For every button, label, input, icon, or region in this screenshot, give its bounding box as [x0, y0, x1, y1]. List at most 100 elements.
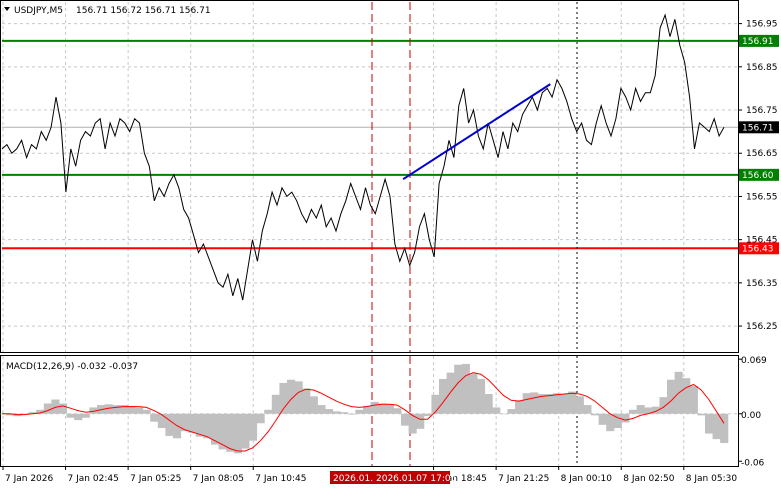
time-tick-label: 8 Jan 02:50: [623, 474, 675, 484]
current-price-tag: [739, 121, 779, 134]
macd-bar: [302, 388, 311, 414]
marker-time-label: 2026.01.07 17:05: [376, 474, 456, 484]
level-tag-label: 156.43: [742, 244, 774, 254]
time-tick-label: 8 Jan 05:30: [686, 474, 738, 484]
macd-bar: [241, 413, 250, 449]
macd-indicator-title: MACD(12,26,9) -0.032 -0.037: [6, 362, 138, 372]
macd-bar: [401, 413, 410, 426]
macd-bar: [157, 413, 166, 429]
level-tag: [739, 168, 779, 181]
macd-bar: [271, 394, 280, 414]
macd-bar: [104, 404, 113, 414]
macd-bar: [363, 405, 372, 414]
macd-bar: [705, 413, 714, 434]
price-tick-label: 156.55: [746, 192, 778, 202]
macd-bar: [347, 413, 356, 415]
trend-line[interactable]: [402, 83, 551, 181]
macd-bar: [5, 413, 14, 416]
macd-histogram: [0, 363, 729, 454]
macd-bar: [294, 381, 303, 414]
macd-bar: [446, 372, 455, 414]
price-axis: 156.95156.85156.75156.65156.55156.45156.…: [738, 20, 778, 332]
price-tick-label: 156.75: [746, 106, 778, 116]
macd-bar: [28, 412, 37, 414]
macd-bar: [522, 393, 531, 414]
macd-bar: [651, 406, 660, 414]
macd-bar: [36, 409, 45, 414]
macd-signal-series: [2, 372, 725, 452]
macd-bar: [370, 401, 379, 414]
macd-bar: [431, 394, 440, 414]
time-axis: 7 Jan 2026 7 Jan 02:45 7 Jan 05:25 7 Jan 08…: [2, 466, 738, 484]
macd-bar: [89, 407, 98, 414]
price-tick-label: 156.35: [746, 279, 778, 289]
time-tick-label: 8 Jan 00:10: [561, 474, 613, 484]
macd-bar: [51, 399, 60, 414]
dropdown-arrow-icon[interactable]: [4, 7, 10, 11]
price-tick-label: 156.65: [746, 149, 778, 159]
price-tick-label: 156.45: [746, 236, 778, 246]
macd-bar: [553, 393, 562, 414]
macd-bar: [279, 382, 288, 414]
macd-bar: [644, 407, 653, 414]
macd-bar: [355, 409, 364, 414]
macd-bar: [385, 404, 394, 414]
macd-bar: [43, 403, 52, 414]
macd-bar: [712, 413, 721, 440]
macd-bar: [340, 412, 349, 414]
macd-bar: [583, 405, 592, 414]
time-tick-label: 7 Jan 18:45: [436, 474, 487, 484]
macd-bar: [416, 413, 425, 429]
macd-bar: [439, 378, 448, 414]
macd-bar: [233, 413, 242, 454]
macd-bar: [568, 391, 577, 414]
macd-bar: [59, 403, 68, 414]
macd-bar: [537, 393, 546, 414]
macd-bar: [226, 413, 235, 452]
price-line: [1, 13, 725, 301]
macd-bar: [66, 413, 75, 418]
macd-bar: [606, 413, 615, 432]
horizontal-levels[interactable]: 156.91 156.60 156.43 156.71: [2, 34, 779, 255]
macd-bar: [325, 409, 334, 414]
macd-bar: [203, 413, 212, 439]
macd-axis: 0.069 0.00 -0.06: [738, 356, 767, 468]
macd-bar: [613, 413, 622, 429]
macd-bar: [188, 413, 197, 433]
price-series: [1, 13, 725, 301]
macd-bar: [515, 400, 524, 414]
macd-bar: [378, 403, 387, 414]
level-tag-label: 156.91: [742, 37, 774, 47]
macd-bar: [484, 393, 493, 414]
macd-bar: [629, 409, 638, 414]
marker-time-label: 2026.01.: [333, 474, 373, 484]
macd-bar: [135, 407, 144, 414]
macd-bar: [112, 405, 121, 414]
marker-time-tag: [374, 471, 450, 484]
macd-bar: [264, 409, 273, 414]
macd-bar: [598, 413, 607, 425]
macd-bar: [249, 413, 258, 441]
macd-bar: [287, 379, 296, 414]
macd-bar: [218, 413, 227, 450]
macd-bar: [81, 413, 90, 418]
price-panel: [0, 0, 739, 353]
macd-bar: [142, 409, 151, 414]
macd-bar: [332, 411, 341, 414]
macd-bar: [720, 413, 729, 444]
current-price-label: 156.71: [742, 123, 774, 133]
macd-bar: [575, 396, 584, 414]
macd-bar: [530, 392, 539, 414]
macd-tick-label: 0.00: [741, 411, 761, 421]
macd-bar: [211, 413, 220, 445]
macd-bar: [461, 363, 470, 414]
macd-tick-label: 0.069: [741, 356, 767, 366]
trend-line-segment[interactable]: [402, 83, 551, 181]
price-tick-label: 156.85: [746, 63, 778, 73]
macd-bar: [423, 413, 432, 417]
ohlc-values: 156.71 156.72 156.71 156.71: [76, 6, 211, 16]
macd-signal-line: [2, 372, 725, 452]
macd-bar: [119, 405, 128, 414]
